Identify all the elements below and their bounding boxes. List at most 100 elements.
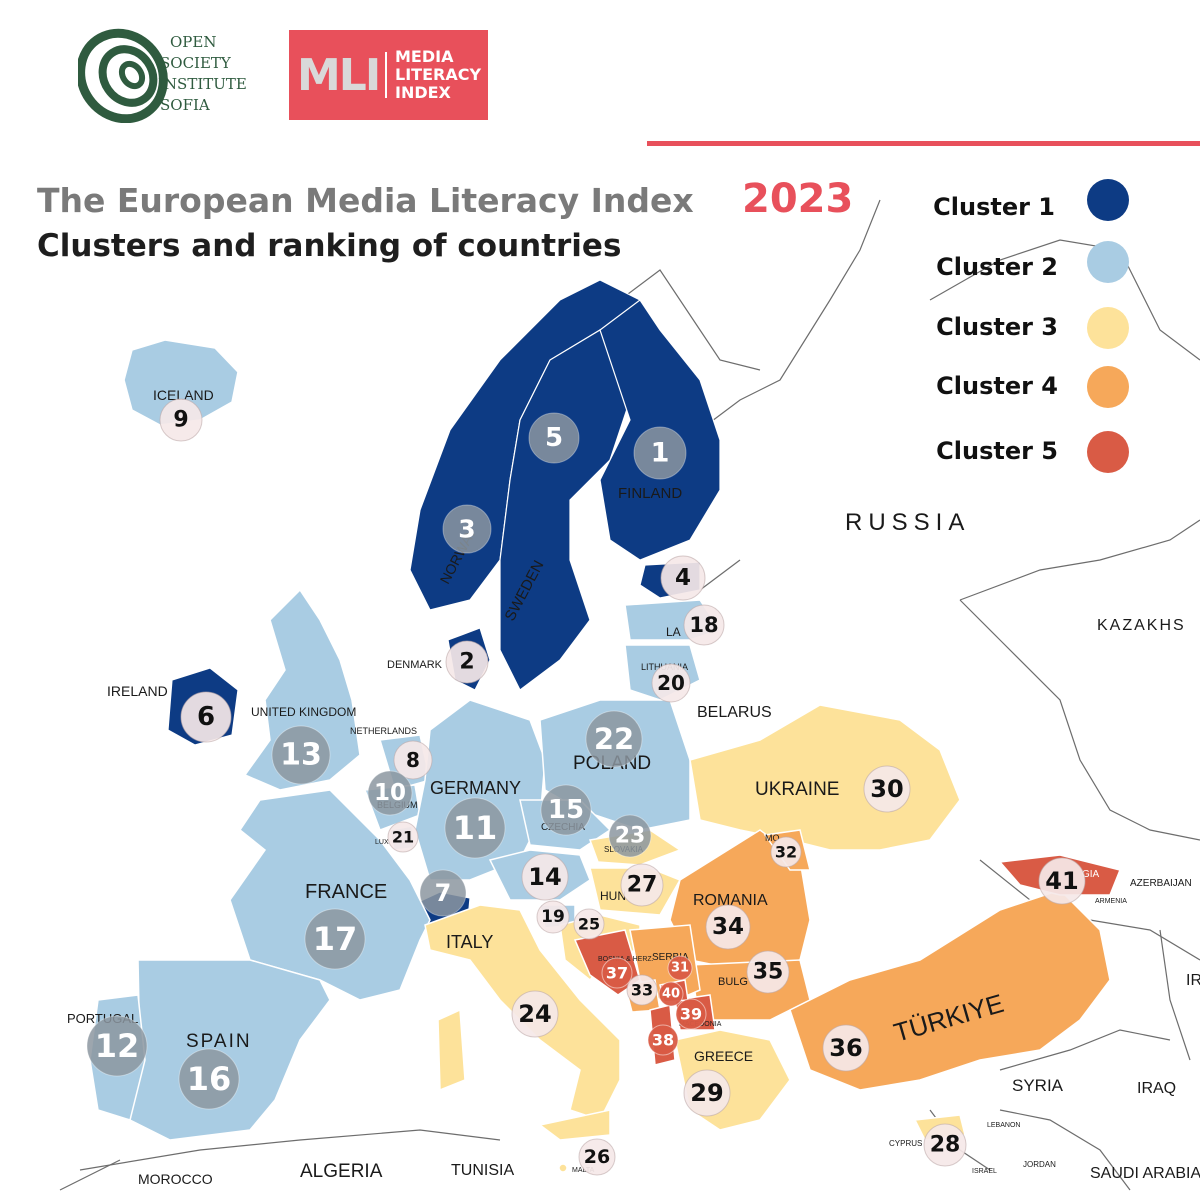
rank-badge-circle <box>442 504 492 554</box>
rank-badge-number: 34 <box>712 914 744 940</box>
osi-logo: OPEN SOCIETY INSTITUTE SOFIA <box>78 28 258 123</box>
legend-swatch-1 <box>1087 179 1129 221</box>
rank-badge: 36 <box>822 1024 870 1072</box>
rank-badge-circle <box>770 836 802 868</box>
mli-word-1: MEDIA <box>395 47 454 66</box>
rank-badge-circle <box>393 740 433 780</box>
country-malta <box>558 1163 568 1173</box>
rank-badge-number: 6 <box>197 702 215 732</box>
rank-badge-number: 23 <box>615 824 646 849</box>
label-spain: SPAIN <box>186 1031 252 1052</box>
rank-badge-number: 5 <box>545 423 563 453</box>
rank-badge: 1 <box>633 426 687 480</box>
rank-badge-circle <box>675 998 707 1030</box>
rank-badge-circle <box>528 412 580 464</box>
mli-word-3: INDEX <box>395 83 451 102</box>
label-malta: MALTA <box>572 1167 595 1174</box>
rank-badge-circle <box>651 663 691 703</box>
label-hungary: HUN <box>600 889 626 903</box>
rank-badge-number: 16 <box>187 1060 232 1098</box>
rank-badge: 35 <box>746 950 790 994</box>
rank-badge-circle <box>608 814 652 858</box>
rank-badge: 16 <box>178 1048 240 1110</box>
rank-badge: 17 <box>304 908 366 970</box>
rank-badge-number: 37 <box>606 964 628 983</box>
label-kazakhstan: KAZAKHS <box>1097 617 1186 634</box>
rank-badge: 4 <box>660 555 706 601</box>
rank-badge-circle <box>271 725 331 785</box>
rank-badge: 18 <box>683 604 725 646</box>
rank-badge-circle <box>705 904 751 950</box>
rank-badge: 11 <box>444 797 506 859</box>
legend-swatch-5 <box>1087 431 1129 473</box>
rank-badge: 3 <box>442 504 492 554</box>
mli-logo: MLI MEDIA LITERACY INDEX <box>289 30 488 120</box>
legend-label-1: Cluster 1 <box>933 193 1055 221</box>
label-algeria: ALGERIA <box>300 1161 383 1182</box>
rank-badge-number: 32 <box>775 843 797 862</box>
rank-badge-circle <box>822 1024 870 1072</box>
rank-badge-number: 25 <box>578 915 600 934</box>
rank-badge: 14 <box>521 853 569 901</box>
rank-badge-circle <box>863 765 911 813</box>
rank-badge-circle <box>1038 857 1086 905</box>
osi-name: OPEN SOCIETY INSTITUTE SOFIA <box>158 32 247 116</box>
mli-words: MEDIA LITERACY INDEX <box>395 48 481 102</box>
label-uk: UNITED KINGDOM <box>251 705 356 719</box>
rank-badge-number: 35 <box>753 960 784 985</box>
rank-badge-circle <box>419 869 467 917</box>
rank-badge-number: 40 <box>662 987 680 1002</box>
rank-badge-number: 11 <box>453 809 498 847</box>
rank-badge-number: 7 <box>435 879 452 907</box>
label-greece: GREECE <box>694 1048 753 1064</box>
label-ukraine: UKRAINE <box>755 779 839 800</box>
label-latvia: LA <box>666 625 681 639</box>
label-syria: SYRIA <box>1012 1076 1064 1095</box>
rank-badge-circle <box>178 1048 240 1110</box>
rank-badge-number: 1 <box>651 438 670 469</box>
legend-swatch-3 <box>1087 307 1129 349</box>
rank-badge-circle <box>683 604 725 646</box>
rank-badge-circle <box>683 1069 731 1117</box>
legend-swatch-4 <box>1087 366 1129 408</box>
label-germany: GERMANY <box>430 778 521 798</box>
country-turkiye <box>789 889 1111 1091</box>
label-georgia: GIA <box>1082 869 1100 880</box>
legend: Cluster 1 Cluster 2 Cluster 3 Cluster 4 … <box>933 179 1129 473</box>
rank-badge: 6 <box>180 691 232 743</box>
country-sicily <box>538 1109 611 1141</box>
label-finland: FINLAND <box>618 485 682 502</box>
rank-badge-circle <box>658 981 684 1007</box>
rank-badge-circle <box>573 908 605 940</box>
rank-badge: 2 <box>445 640 489 684</box>
rank-badge: 10 <box>367 770 413 816</box>
rank-badge: 30 <box>863 765 911 813</box>
label-moldova: MO <box>765 833 780 843</box>
rank-badge-number: 19 <box>541 907 565 927</box>
rank-badge: 24 <box>511 990 559 1038</box>
label-iceland: ICELAND <box>153 387 214 403</box>
label-tunisia: TUNISIA <box>451 1162 514 1179</box>
rank-badge: 40 <box>658 981 684 1007</box>
rank-badge-number: 38 <box>652 1031 674 1050</box>
rank-badge-number: 21 <box>392 828 414 847</box>
rank-badge-number: 4 <box>675 565 691 591</box>
country-iceland <box>123 339 239 426</box>
rank-badge-number: 31 <box>671 961 689 976</box>
mli-mark: MLI <box>297 50 381 101</box>
rank-badge: 26 <box>578 1138 616 1176</box>
label-italy: ITALY <box>446 932 493 952</box>
rank-badge-circle <box>536 900 570 934</box>
rank-badge-number: 28 <box>930 1133 961 1158</box>
rank-badge-circle <box>626 974 658 1006</box>
legend-swatch-2 <box>1087 241 1129 283</box>
rank-badge: 28 <box>923 1123 967 1167</box>
rank-badge: 27 <box>620 863 664 907</box>
label-morocco: MOROCCO <box>138 1171 213 1187</box>
osi-line-3: INSTITUTE <box>158 75 247 93</box>
rank-badge-number: 33 <box>631 981 653 1000</box>
rank-badge-circle <box>444 797 506 859</box>
rank-badge: 39 <box>675 998 707 1030</box>
label-ir: IR <box>1186 972 1200 989</box>
